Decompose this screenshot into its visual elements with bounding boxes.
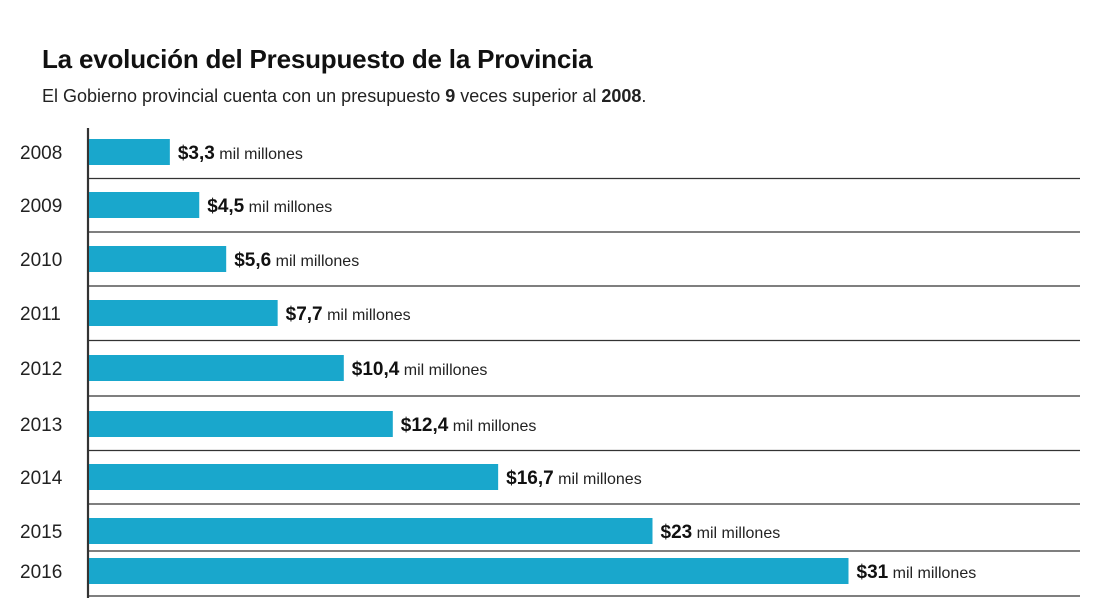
- bar-value-unit: mil millones: [888, 565, 976, 582]
- subtitle-highlight-year: 2008: [601, 86, 642, 106]
- budget-bar: [89, 246, 227, 272]
- bar-value-label: $31 mil millones: [857, 562, 977, 583]
- bar-value-amount: $12,4: [401, 415, 449, 436]
- year-tick-label: 2012: [20, 359, 62, 380]
- chart-subtitle: El Gobierno provincial cuenta con un pre…: [42, 86, 646, 107]
- budget-bar: [89, 300, 278, 326]
- bar-value-amount: $31: [857, 562, 889, 583]
- bar-value-unit: mil millones: [244, 199, 332, 216]
- year-tick-label: 2016: [20, 562, 62, 583]
- year-tick-label: 2015: [20, 522, 62, 543]
- subtitle-suffix: .: [641, 86, 647, 106]
- bar-value-unit: mil millones: [554, 471, 642, 488]
- year-tick-label: 2014: [20, 468, 63, 489]
- budget-bar: [89, 464, 499, 490]
- year-tick-label: 2009: [20, 196, 62, 217]
- budget-bar: [89, 518, 653, 544]
- bar-value-label: $5,6 mil millones: [234, 250, 359, 271]
- budget-bar: [89, 355, 344, 381]
- bar-value-unit: mil millones: [399, 362, 487, 379]
- bar-value-amount: $3,3: [178, 143, 215, 164]
- bar-value-label: $4,5 mil millones: [207, 196, 332, 217]
- bar-value-unit: mil millones: [692, 525, 780, 542]
- bar-value-amount: $7,7: [286, 304, 323, 325]
- budget-bar: [89, 139, 170, 165]
- year-tick-label: 2013: [20, 415, 62, 436]
- bar-value-label: $3,3 mil millones: [178, 143, 303, 164]
- year-tick-label: 2008: [20, 143, 62, 164]
- bar-value-amount: $10,4: [352, 359, 400, 380]
- bar-value-label: $23 mil millones: [661, 522, 781, 543]
- budget-bar: [89, 192, 200, 218]
- bar-value-amount: $4,5: [207, 196, 244, 217]
- bar-value-amount: $23: [661, 522, 693, 543]
- bar-value-amount: $16,7: [506, 468, 554, 489]
- bar-value-label: $10,4 mil millones: [352, 359, 488, 380]
- bar-value-label: $7,7 mil millones: [286, 304, 411, 325]
- budget-bar: [89, 558, 849, 584]
- chart-title: La evolución del Presupuesto de la Provi…: [42, 44, 593, 74]
- bar-value-label: $12,4 mil millones: [401, 415, 537, 436]
- bar-value-amount: $5,6: [234, 250, 271, 271]
- budget-bar: [89, 411, 393, 437]
- bar-value-unit: mil millones: [215, 146, 303, 163]
- bar-value-unit: mil millones: [271, 253, 359, 270]
- bar-value-unit: mil millones: [448, 418, 536, 435]
- subtitle-middle: veces superior al: [455, 86, 602, 106]
- subtitle-prefix: El Gobierno provincial cuenta con un pre…: [42, 86, 446, 106]
- bar-value-unit: mil millones: [323, 307, 411, 324]
- subtitle-highlight-multiplier: 9: [445, 86, 456, 106]
- year-tick-label: 2011: [20, 304, 61, 325]
- year-tick-label: 2010: [20, 250, 62, 271]
- bar-value-label: $16,7 mil millones: [506, 468, 642, 489]
